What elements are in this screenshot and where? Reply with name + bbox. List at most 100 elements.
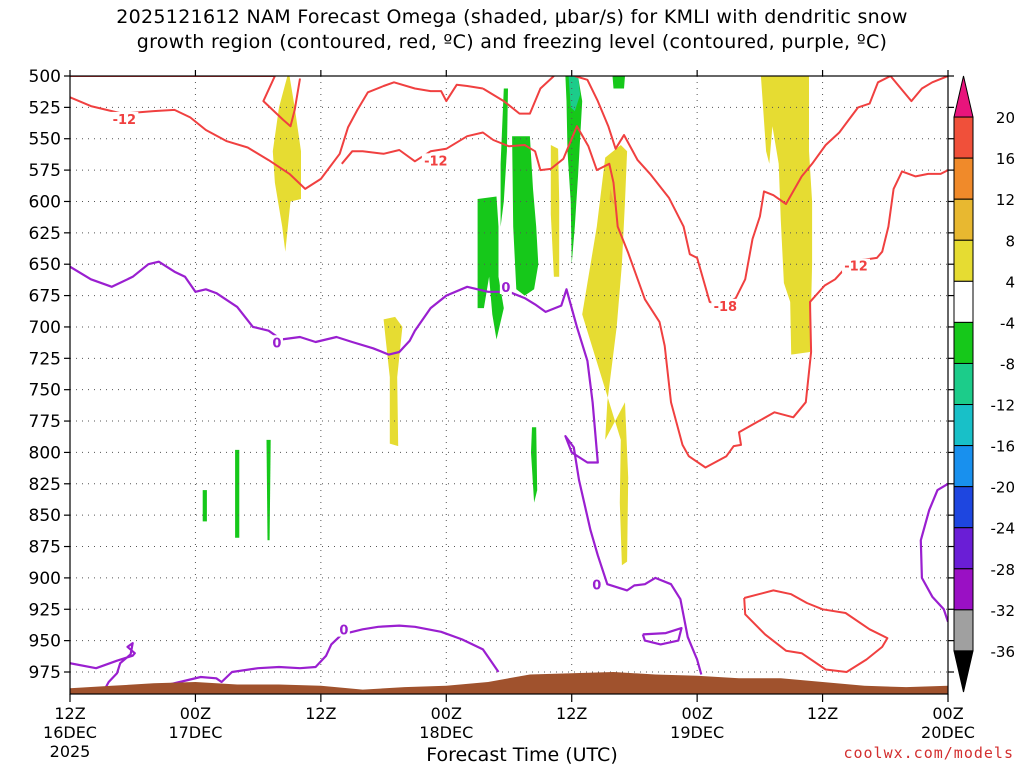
colorbar-bin xyxy=(953,650,974,693)
dendritic-contour-1 xyxy=(70,76,301,128)
colorbar-bin xyxy=(953,527,974,570)
y-tick-label: 850 xyxy=(29,506,61,526)
colorbar-bin xyxy=(953,280,974,323)
x-tick-label: 20DEC xyxy=(921,723,975,742)
y-tick-label: 650 xyxy=(29,255,61,275)
colorbar-bin xyxy=(953,198,974,241)
colorbar-bin xyxy=(953,609,974,652)
x-tick-label: 12Z xyxy=(305,704,336,723)
y-tick-label: 975 xyxy=(29,663,61,683)
freezing-contour-0 xyxy=(70,260,703,675)
colorbar-bin xyxy=(953,157,974,200)
freezing-contour-4 xyxy=(70,641,136,691)
chart-title-line1: 2025121612 NAM Forecast Omega (shaded, μ… xyxy=(116,6,908,28)
omega-patch-1 xyxy=(383,316,403,447)
x-axis-label: Forecast Time (UTC) xyxy=(426,744,618,766)
credit-text: coolwx.com/models xyxy=(843,744,1014,762)
x-tick-label: 00Z xyxy=(180,704,211,723)
x-tick-label: 16DEC xyxy=(43,723,97,742)
freezing-contour-5 xyxy=(641,626,683,646)
dendritic-contour-label: -12 xyxy=(113,113,137,128)
colorbar-bin xyxy=(953,239,974,282)
dendritic-contour-label: -18 xyxy=(714,300,738,315)
omega-patch-16 xyxy=(266,439,271,541)
omega-patch-10 xyxy=(565,76,583,265)
y-tick-label: 575 xyxy=(29,161,61,181)
y-tick-label: 900 xyxy=(29,569,61,589)
x-tick-label: 18DEC xyxy=(419,723,473,742)
dendritic-contour-4 xyxy=(574,76,948,307)
freezing-contour-6 xyxy=(919,482,948,623)
colorbar-bin xyxy=(953,445,974,488)
grid xyxy=(69,75,949,694)
colorbar-label: -32 xyxy=(991,602,1016,620)
colorbar-label: -12 xyxy=(991,397,1016,415)
omega-patch-7 xyxy=(477,196,504,340)
dendritic-contour-2 xyxy=(341,125,948,469)
colorbar-label: -24 xyxy=(991,520,1016,538)
y-tick-label: 675 xyxy=(29,287,61,307)
dendritic-contour-label: -12 xyxy=(424,154,448,169)
freezing-contour-label-bg xyxy=(499,280,512,295)
x-tick-label: 17DEC xyxy=(168,723,222,742)
omega-patch-11 xyxy=(568,76,581,112)
colorbar-label: -28 xyxy=(991,561,1016,579)
colorbar-bin xyxy=(953,486,974,529)
x-tick-label: 12Z xyxy=(54,704,85,723)
dendritic-contours xyxy=(70,76,948,673)
y-tick-label: 875 xyxy=(29,538,61,558)
omega-patch-6 xyxy=(599,195,624,390)
y-tick-label: 800 xyxy=(29,443,61,463)
colorbar-label: -20 xyxy=(991,479,1016,497)
y-tick-label: 700 xyxy=(29,318,61,338)
colorbar-bin xyxy=(953,404,974,447)
y-tick-label: 500 xyxy=(29,67,61,87)
x-tick-label: 19DEC xyxy=(670,723,724,742)
dendritic-contour-label-bg xyxy=(711,298,740,313)
colorbar-label: 16 xyxy=(996,150,1015,168)
colorbar-label: -36 xyxy=(991,643,1016,661)
y-tick-label: 925 xyxy=(29,600,61,620)
freezing-contour-label-bg xyxy=(590,577,603,592)
y-tick-label: 625 xyxy=(29,224,61,244)
freezing-contour-3 xyxy=(169,624,500,686)
colorbar-bin xyxy=(953,75,974,118)
colorbar-bin xyxy=(953,362,974,406)
dendritic-contour-0 xyxy=(70,81,484,190)
colorbar-label: 20 xyxy=(996,109,1015,127)
colorbar-label: 8 xyxy=(1005,232,1015,250)
omega-patch-12 xyxy=(612,76,625,89)
dendritic-contour-label: -12 xyxy=(844,260,868,275)
y-tick-label: 525 xyxy=(29,98,61,118)
colorbar-label: -4 xyxy=(1000,314,1015,332)
x-tick-label: 12Z xyxy=(807,704,838,723)
x-tick-label: 2025 xyxy=(50,742,91,761)
freezing-contour-label: 0 xyxy=(272,336,281,351)
plot-frame xyxy=(69,75,949,695)
dendritic-contour-label-bg xyxy=(842,258,871,273)
dendritic-contour-3 xyxy=(482,76,555,115)
omega-patch-4 xyxy=(760,76,813,355)
omega-patch-2 xyxy=(550,145,560,277)
colorbar-bin xyxy=(953,568,974,611)
freezing-contour-label: 0 xyxy=(339,624,348,639)
dendritic-contour-label-bg xyxy=(421,153,450,168)
dendritic-contour-label-bg xyxy=(110,111,139,126)
colorbar-label: -8 xyxy=(1000,355,1015,373)
y-tick-label: 600 xyxy=(29,192,61,212)
omega-patch-15 xyxy=(235,449,240,538)
contour-labels: -12 -12 -18 -12 0 0 0 0 xyxy=(110,111,871,639)
omega-patch-13 xyxy=(531,427,538,503)
terrain xyxy=(70,672,948,694)
y-tick-label: 550 xyxy=(29,130,61,150)
x-tick-label: 12Z xyxy=(556,704,587,723)
y-tick-label: 725 xyxy=(29,349,61,369)
colorbar-bin xyxy=(953,321,974,364)
colorbar-label: 12 xyxy=(996,191,1015,209)
y-tick-label: 750 xyxy=(29,381,61,401)
omega-patch-9 xyxy=(512,136,539,296)
x-tick-label: 00Z xyxy=(932,704,963,723)
colorbar-label: 4 xyxy=(1005,273,1015,291)
